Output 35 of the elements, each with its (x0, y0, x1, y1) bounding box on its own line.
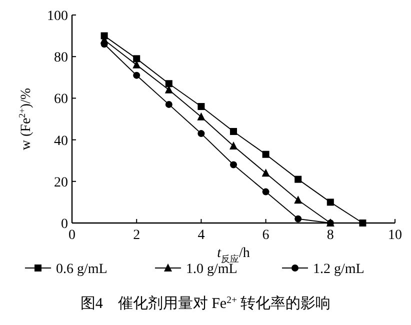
x-tick-label: 6 (262, 228, 270, 243)
point (230, 128, 237, 135)
point (262, 150, 270, 158)
legend-label: 1.0 g/mL (186, 262, 238, 277)
y-tick-label: 0 (61, 217, 68, 232)
point (100, 40, 108, 48)
point (294, 215, 302, 222)
point (230, 142, 238, 150)
y-tick-label: 20 (54, 175, 68, 190)
x-axis-title: t$_{反应}$/h (217, 246, 250, 264)
point (294, 196, 302, 204)
y-tick-label: 40 (54, 134, 68, 149)
x-tick-label: 8 (326, 228, 334, 243)
point (165, 100, 172, 108)
point (294, 176, 302, 183)
legend-label: 1.2 g/mL (313, 262, 364, 277)
point (197, 112, 206, 120)
y-tick-label: 100 (47, 9, 68, 24)
point (262, 188, 270, 196)
point (326, 198, 334, 206)
x-tick-label: 2 (133, 228, 140, 243)
point (359, 220, 366, 226)
point (133, 72, 140, 79)
point (198, 130, 205, 138)
text: 图4 催化剂用量对 Fe$^{2+}$ 转化率的影响 (80, 294, 331, 312)
x-tick-label: 10 (388, 228, 402, 243)
point (262, 168, 270, 177)
y-tick-label: 60 (54, 92, 68, 108)
point (165, 80, 172, 88)
x-tick-label: 4 (198, 228, 205, 243)
point (230, 161, 237, 168)
point (133, 55, 140, 62)
point (198, 103, 205, 110)
legend-label: 0.6 g/mL (56, 262, 108, 277)
y-tick-label: 80 (54, 50, 68, 66)
